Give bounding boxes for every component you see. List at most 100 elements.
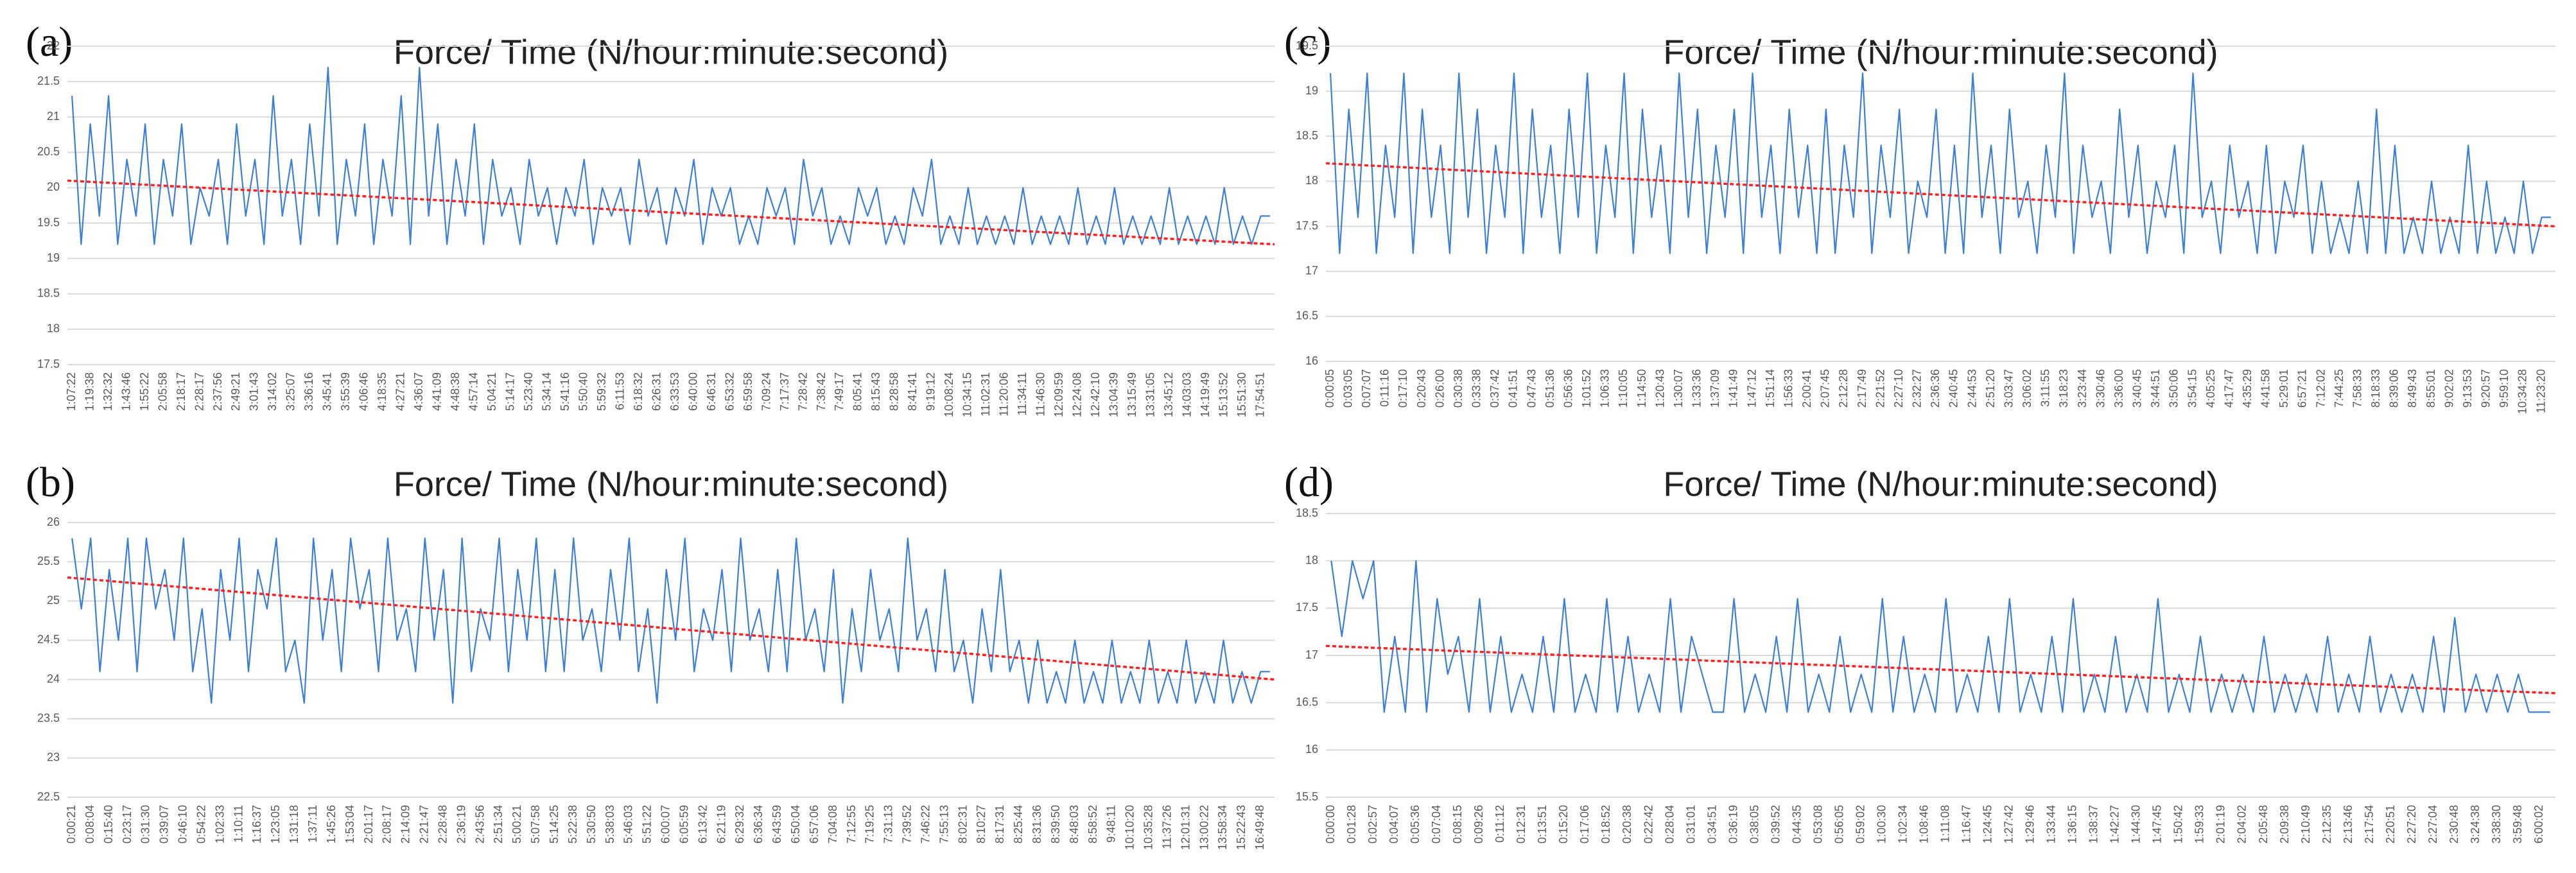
y-tick-label: 18.5 [37,287,60,300]
x-tick-label: 2:10:49 [2299,805,2312,843]
x-tick-label: 8:31:36 [1031,805,1043,843]
x-tick-label: 2:01:17 [362,805,375,843]
x-tick-label: 2:27:04 [2426,805,2439,843]
x-tick-label: 1:24:45 [1981,805,1994,843]
x-tick-label: 5:29:01 [2277,369,2290,408]
x-tick-label: 6:21:19 [715,805,727,843]
x-tick-label: 4:41:58 [2259,369,2272,408]
x-tick-label: 13:58:34 [1216,805,1229,850]
x-tick-label: 2:36:36 [1929,369,1942,408]
x-tick-label: 1:38:37 [2087,805,2100,843]
x-tick-label: 8:17:31 [993,805,1006,843]
x-tick-label: 7:31:13 [882,805,895,843]
x-tick-label: 15:22:43 [1235,805,1248,850]
x-tick-label: 12:01:31 [1179,805,1192,850]
chart-title: Force/ Time (N/hour:minute:second) [1663,33,2218,71]
x-tick-label: 1:10:05 [1617,369,1630,408]
x-tick-label: 0:36:19 [1727,805,1739,843]
x-tick-label: 5:30:50 [585,805,598,843]
x-tick-label: 5:38:03 [604,805,616,843]
x-tick-label: 9:13:53 [2461,369,2474,408]
x-tick-label: 13:04:39 [1108,372,1120,417]
x-tick-label: 1:56:33 [1782,369,1795,408]
x-tick-label: 6:40:00 [686,372,699,411]
x-tick-label: 1:30:07 [1672,369,1685,408]
x-tick-label: 7:49:17 [833,372,846,411]
x-tick-label: 3:01:43 [248,372,261,411]
x-tick-label: 0:11:12 [1493,805,1506,843]
x-tick-label: 9:20:57 [2480,369,2493,408]
x-tick-label: 2:08:17 [381,805,394,843]
x-tick-label: 2:12:35 [2320,805,2333,843]
x-tick-label: 7:44:25 [2333,369,2345,408]
x-tick-label: 1:33:44 [2045,805,2058,843]
x-tick-label: 5:04:21 [485,372,498,411]
x-tick-label: 7:17:37 [778,372,791,411]
x-tick-label: 6:57:06 [808,805,821,843]
x-tick-label: 13:15:49 [1126,372,1138,417]
x-tick-label: 8:55:01 [2424,369,2437,408]
y-tick-label: 16 [1305,743,1318,756]
x-tick-label: 7:28:42 [796,372,809,411]
x-tick-label: 17:54:51 [1253,372,1266,417]
x-tick-label: 7:12:55 [845,805,858,843]
chart-title: Force/ Time (N/hour:minute:second) [394,33,948,71]
x-tick-label: 1:14:50 [1635,369,1648,408]
x-tick-label: 0:38:05 [1748,805,1761,843]
panel-label: (b) [26,459,75,506]
x-tick-label: 1:59:33 [2193,805,2206,843]
x-tick-label: 6:43:59 [770,805,783,843]
x-tick-label: 7:38:42 [815,372,828,411]
x-tick-label: 12:24:08 [1071,372,1084,417]
x-tick-label: 0:12:31 [1515,805,1527,843]
x-tick-label: 0:44:35 [1790,805,1803,843]
y-tick-label: 17 [1305,648,1318,661]
x-tick-label: 12:09:59 [1052,372,1065,417]
x-tick-label: 0:02:57 [1366,805,1379,843]
x-tick-label: 3:25:07 [284,372,297,411]
x-tick-label: 6:53:32 [723,372,736,411]
y-tick-label: 25.5 [37,555,60,567]
x-tick-label: 8:10:27 [975,805,988,843]
x-tick-label: 16:49:48 [1253,805,1266,850]
x-tick-label: 6:57:21 [2296,369,2309,408]
x-tick-label: 1:31:18 [288,805,300,843]
x-tick-label: 0:26:00 [1433,369,1446,408]
y-tick-label: 16.5 [1296,309,1318,322]
y-tick-label: 24 [47,672,60,685]
data-line [71,537,1270,704]
x-tick-label: 1:44:30 [2130,805,2143,843]
x-tick-label: 14:19:49 [1199,372,1212,417]
x-tick-label: 0:51:36 [1544,369,1556,408]
x-tick-label: 0:01:28 [1345,805,1358,843]
panel-label: (a) [26,19,73,65]
x-tick-label: 8:05:41 [851,372,864,411]
y-tick-label: 17.5 [1296,219,1318,232]
x-tick-label: 3:36:00 [2112,369,2125,408]
x-tick-label: 7:46:22 [919,805,932,843]
x-tick-label: 0:20:38 [1621,805,1633,843]
x-tick-label: 3:06:02 [2021,369,2033,408]
x-tick-label: 2:28:17 [193,372,205,411]
x-tick-label: 3:30:46 [2094,369,2107,408]
x-tick-label: 2:21:47 [418,805,431,843]
x-tick-label: 3:11:55 [2039,369,2052,407]
x-tick-label: 1:02:34 [1896,805,1909,843]
x-tick-label: 7:09:24 [760,372,772,411]
x-tick-label: 5:59:32 [595,372,608,411]
chart-title: Force/ Time (N/hour:minute:second) [1663,465,2218,503]
x-tick-label: 0:39:52 [1769,805,1782,843]
y-tick-label: 18 [1305,553,1318,566]
y-tick-label: 18.5 [1296,129,1318,142]
x-tick-label: 2:12:28 [1837,369,1850,408]
x-tick-label: 10:10:20 [1124,805,1136,850]
x-tick-label: 0:15:40 [102,805,115,843]
x-tick-label: 3:40:45 [2131,369,2144,408]
y-tick-label: 18 [1305,174,1318,187]
x-tick-label: 2:18:17 [175,372,187,411]
x-tick-label: 6:29:32 [733,805,746,843]
x-tick-label: 7:55:13 [937,805,950,843]
x-tick-label: 8:15:43 [869,372,882,411]
x-tick-label: 2:30:48 [2448,805,2460,843]
x-tick-label: 1:16:37 [250,805,263,843]
